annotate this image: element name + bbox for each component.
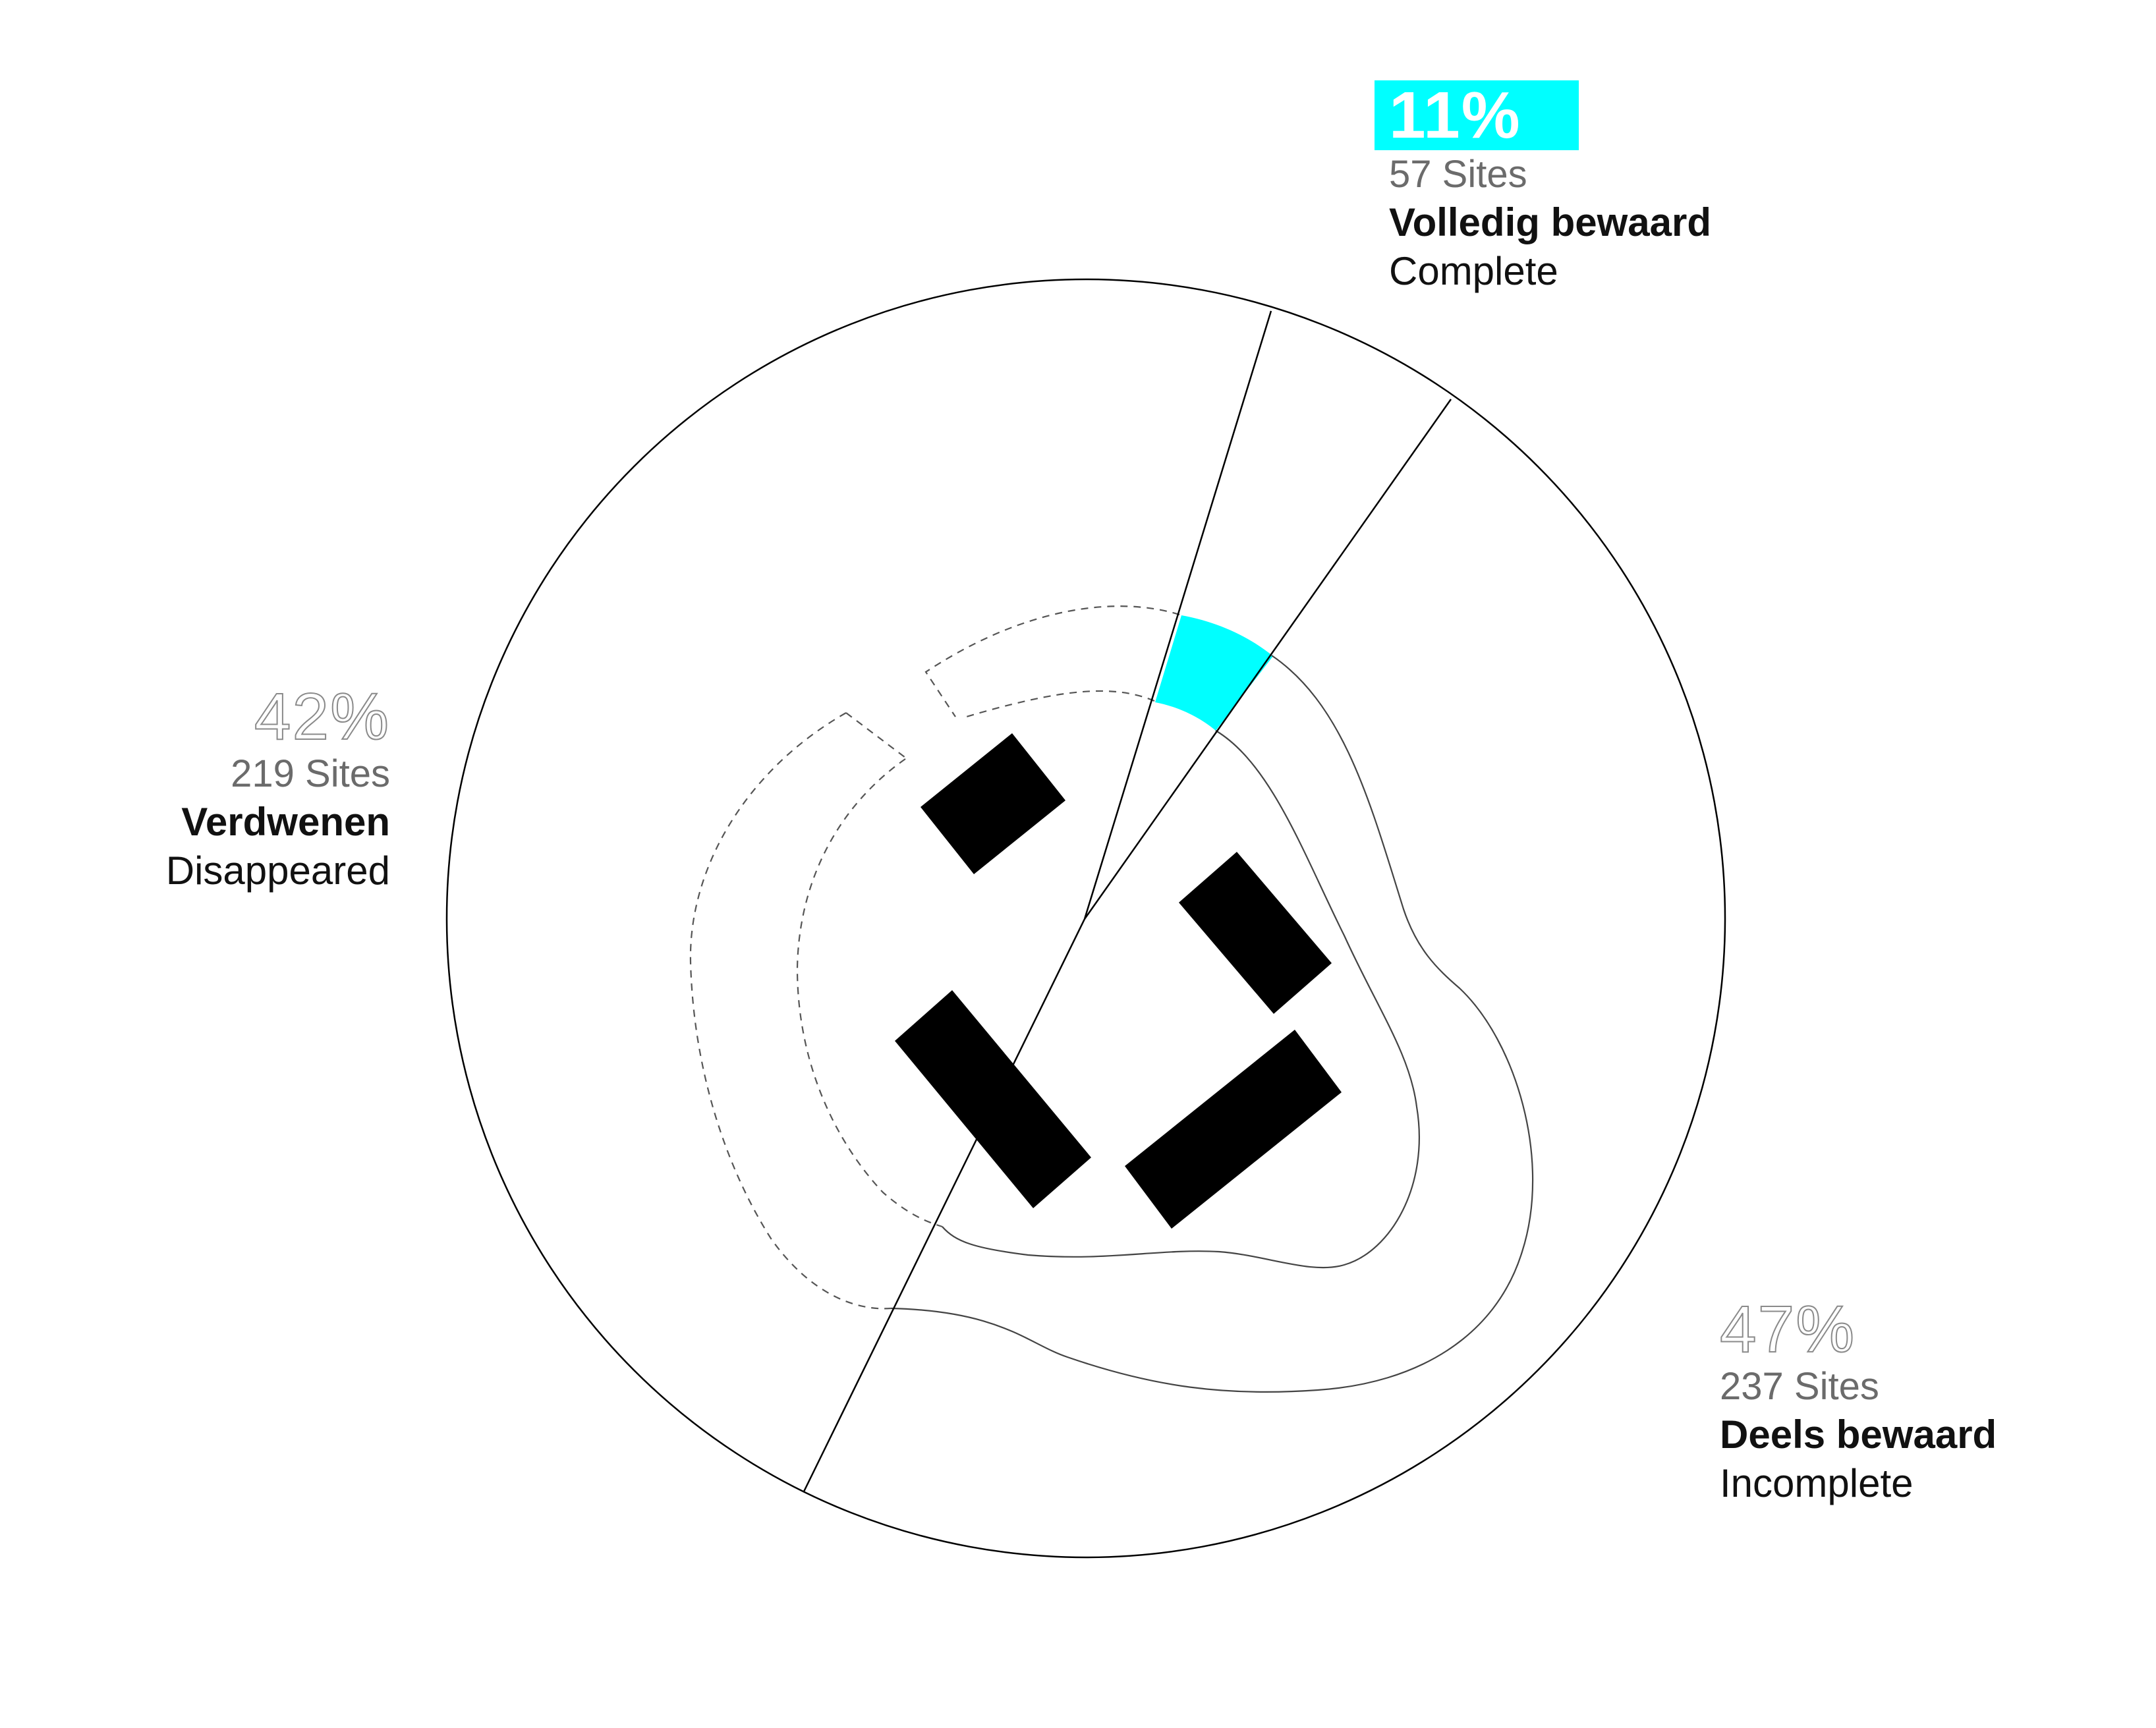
label-nl-incomplete: Deels bewaard [1720,1412,1997,1457]
dashed-inner-moat [961,690,1155,719]
building-footprint [895,990,1091,1208]
solid-inner-moat [942,730,1420,1269]
solid-outer-moat [890,655,1534,1393]
label-disappeared: 42% 219 Sites Verdwenen Disappeared [165,680,390,893]
percent-complete: 11% [1375,80,1579,150]
percent-incomplete: 47% [1719,1293,1856,1366]
percent-disappeared: 42% [254,680,390,754]
dashed-left-band-cap [845,712,909,760]
sites-count-incomplete: 237 Sites [1720,1365,1879,1408]
label-complete: 11% 57 Sites Volledig bewaard Complete [1375,80,1711,293]
outer-circle [445,278,1726,1559]
complete-highlight-segment [1155,615,1273,731]
label-nl-disappeared: Verdwenen [181,800,390,844]
dashed-left-band-inner [796,758,943,1228]
label-en-incomplete: Incomplete [1720,1461,1914,1505]
sector-divider-bottom [803,918,1086,1492]
label-en-disappeared: Disappeared [165,849,390,893]
building-footprint [921,733,1065,874]
sector-divider-left [1083,310,1272,920]
sites-count-disappeared: 219 Sites [231,752,390,795]
label-en-complete: Complete [1389,249,1558,293]
sector-divider-right [1083,399,1452,920]
dashed-left-band [689,712,892,1310]
building-footprint [1125,1030,1342,1229]
sites-count-complete: 57 Sites [1389,153,1527,196]
label-incomplete: 47% 237 Sites Deels bewaard Incomplete [1719,1293,1997,1505]
label-nl-complete: Volledig bewaard [1389,200,1711,244]
building-footprint [1179,852,1332,1014]
dashed-outer-moat [924,605,1180,717]
